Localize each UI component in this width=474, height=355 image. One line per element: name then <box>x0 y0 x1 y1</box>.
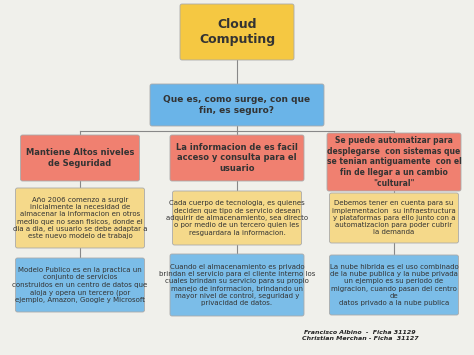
Text: Año 2006 comenzo a surgir
inicialmente la necesidad de
almacenar la informacion : Año 2006 comenzo a surgir inicialmente l… <box>13 197 147 239</box>
Text: Modelo Publico es en la practica un
conjunto de servicios
construidos en un cent: Modelo Publico es en la practica un conj… <box>12 267 147 303</box>
Text: Se puede automatizar para
desplegarse  con sistemas que
se tenian antiguamente  : Se puede automatizar para desplegarse co… <box>327 136 461 188</box>
FancyBboxPatch shape <box>16 258 145 312</box>
Text: Mantiene Altos niveles
de Seguridad: Mantiene Altos niveles de Seguridad <box>26 148 134 168</box>
FancyBboxPatch shape <box>20 135 139 181</box>
FancyBboxPatch shape <box>173 191 301 245</box>
Text: La informacion de es facil
acceso y consulta para el
usuario: La informacion de es facil acceso y cons… <box>176 143 298 173</box>
Text: Cada cuerpo de tecnologia, es quienes
deciden que tipo de servicio desean
adquir: Cada cuerpo de tecnologia, es quienes de… <box>166 201 308 235</box>
FancyBboxPatch shape <box>150 84 324 126</box>
Text: Cloud
Computing: Cloud Computing <box>199 18 275 46</box>
FancyBboxPatch shape <box>180 4 294 60</box>
Text: La nube hibrida es el uso combinado
de la nube publica y la nube privada
un ejem: La nube hibrida es el uso combinado de l… <box>329 264 458 306</box>
Text: Cuando el almacenamiento es privado
brindan el servicio para el cliente interno : Cuando el almacenamiento es privado brin… <box>159 264 315 306</box>
Text: Francisco Albino  -  Ficha 31129
Christian Merchan - Ficha  31127: Francisco Albino - Ficha 31129 Christian… <box>301 330 419 341</box>
FancyBboxPatch shape <box>16 188 145 248</box>
FancyBboxPatch shape <box>170 135 304 181</box>
FancyBboxPatch shape <box>327 133 461 191</box>
FancyBboxPatch shape <box>329 193 458 243</box>
FancyBboxPatch shape <box>329 255 458 315</box>
Text: Debemos tener en cuenta para su
implementacion  su infraestructura
y plataformas: Debemos tener en cuenta para su implemen… <box>332 201 456 235</box>
FancyBboxPatch shape <box>170 254 304 316</box>
Text: Que es, como surge, con que
fin, es seguro?: Que es, como surge, con que fin, es segu… <box>164 95 310 115</box>
